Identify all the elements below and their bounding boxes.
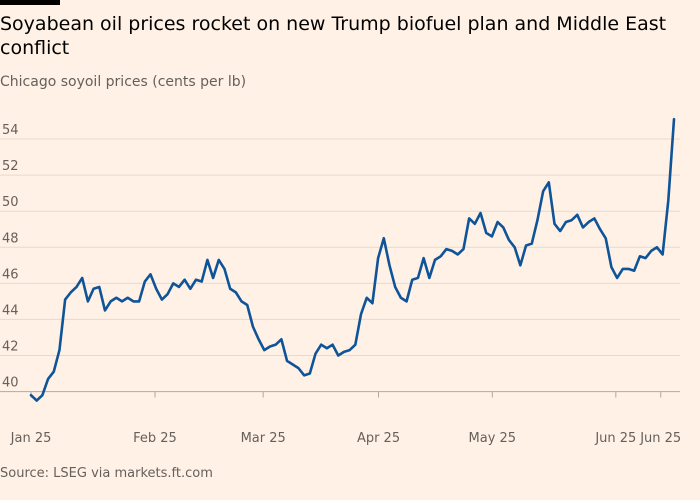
y-tick-label: 46 xyxy=(2,267,19,282)
y-tick-label: 40 xyxy=(2,376,19,391)
chart-title: Soyabean oil prices rocket on new Trump … xyxy=(0,13,667,59)
brand-bar xyxy=(0,0,60,5)
x-tick-label: Mar 25 xyxy=(241,431,286,446)
series-layer xyxy=(29,117,676,402)
x-tick-label: Feb 25 xyxy=(133,431,177,446)
y-tick-label: 50 xyxy=(2,195,19,210)
gridlines xyxy=(0,138,680,393)
y-tick-label: 52 xyxy=(2,159,19,174)
x-tick-label: Jan 25 xyxy=(10,431,52,446)
x-tick-label: May 25 xyxy=(469,431,517,446)
x-axis-ticks: Jan 25 Feb 25 Mar 25 Apr 25 May 25 Jun 25 Jun … xyxy=(10,391,681,446)
x-tick-label: Jun 25 xyxy=(594,431,636,446)
y-tick-label: 54 xyxy=(2,123,19,138)
y-tick-label: 42 xyxy=(2,339,19,354)
chart-subtitle: Chicago soyoil prices (cents per lb) xyxy=(0,74,247,90)
y-axis-ticks: 40 42 44 46 48 50 52 54 xyxy=(2,123,19,391)
price-line xyxy=(29,117,676,402)
x-tick-label: Jun 25 xyxy=(639,431,681,446)
y-tick-label: 48 xyxy=(2,231,19,246)
y-tick-label: 44 xyxy=(2,303,19,318)
source-note: Source: LSEG via markets.ft.com xyxy=(0,466,213,481)
x-tick-label: Apr 25 xyxy=(357,431,400,446)
